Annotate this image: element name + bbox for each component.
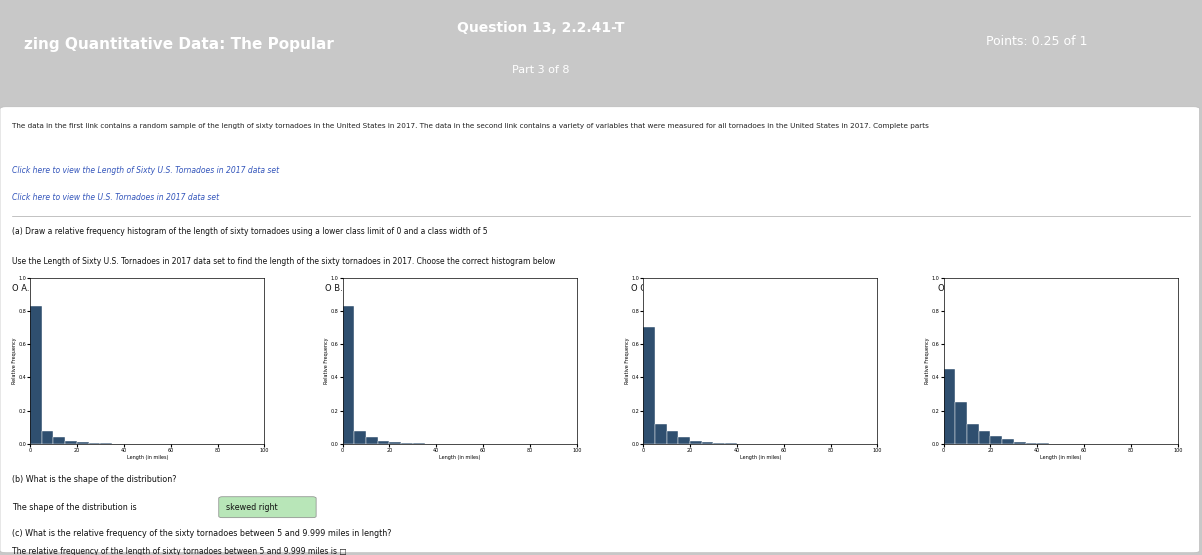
Text: zing Quantitative Data: The Popular: zing Quantitative Data: The Popular [24,37,334,53]
Text: O D.: O D. [938,284,956,293]
Bar [77,442,89,444]
FancyBboxPatch shape [0,107,1200,553]
Text: skewed right: skewed right [226,503,278,512]
Text: The relative frequency of the length of sixty tornadoes between 5 and 9.999 mile: The relative frequency of the length of … [12,547,346,555]
Bar [54,437,65,444]
X-axis label: Length (in miles): Length (in miles) [439,455,481,460]
Bar [1037,443,1049,444]
Bar [956,402,968,444]
Text: (a) Draw a relative frequency histogram of the length of sixty tornadoes using a: (a) Draw a relative frequency histogram … [12,228,488,236]
Bar [714,443,725,444]
Text: Click here to view the U.S. Tornadoes in 2017 data set: Click here to view the U.S. Tornadoes in… [12,193,219,202]
Y-axis label: Relative Frequency: Relative Frequency [325,337,329,384]
Text: (c) What is the relative frequency of the sixty tornadoes between 5 and 9.999 mi: (c) What is the relative frequency of th… [12,528,392,538]
Bar [725,443,737,444]
Bar [343,306,355,444]
Bar [1025,443,1037,444]
Text: Points: 0.25 of 1: Points: 0.25 of 1 [986,36,1087,48]
X-axis label: Length (in miles): Length (in miles) [1040,455,1082,460]
X-axis label: Length (in miles): Length (in miles) [739,455,781,460]
Bar [1002,439,1014,444]
Bar [365,437,377,444]
Bar [643,327,655,444]
Bar [990,436,1002,444]
Bar [65,441,77,444]
Bar [389,442,401,444]
Bar [355,431,365,444]
Bar [413,443,424,444]
Text: Tornadoes in the U.S., 2017: Tornadoes in the U.S., 2017 [30,307,117,312]
Text: O C.: O C. [631,284,649,293]
FancyBboxPatch shape [219,497,316,518]
Bar [30,306,42,444]
Bar [1014,442,1025,444]
Bar [377,441,389,444]
Text: Tornadoes in the U.S., 2017: Tornadoes in the U.S., 2017 [950,307,1036,312]
Bar [401,443,413,444]
Bar [702,442,714,444]
Text: Click here to view the Length of Sixty U.S. Tornadoes in 2017 data set: Click here to view the Length of Sixty U… [12,166,279,175]
Text: The data in the first link contains a random sample of the length of sixty torna: The data in the first link contains a ra… [12,123,929,129]
Text: Part 3 of 8: Part 3 of 8 [512,65,570,75]
Text: O B.: O B. [325,284,343,293]
Text: O A.: O A. [12,284,30,293]
Text: Tornadoes in the U.S., 2017: Tornadoes in the U.S., 2017 [343,307,429,312]
Bar [944,369,956,444]
Bar [101,443,112,444]
Bar [678,437,690,444]
Text: Use the Length of Sixty U.S. Tornadoes in 2017 data set to find the length of th: Use the Length of Sixty U.S. Tornadoes i… [12,257,555,266]
Y-axis label: Relative Frequency: Relative Frequency [926,337,930,384]
Bar [89,443,101,444]
Bar [966,424,978,444]
Text: (b) What is the shape of the distribution?: (b) What is the shape of the distributio… [12,475,177,485]
Text: Tornadoes in the U.S., 2017: Tornadoes in the U.S., 2017 [643,307,730,312]
Bar [978,431,990,444]
Y-axis label: Relative Frequency: Relative Frequency [625,337,630,384]
Text: Question 13, 2.2.41-T: Question 13, 2.2.41-T [457,21,625,35]
Bar [666,431,678,444]
Y-axis label: Relative Frequency: Relative Frequency [12,337,17,384]
X-axis label: Length (in miles): Length (in miles) [126,455,168,460]
Text: The shape of the distribution is: The shape of the distribution is [12,503,139,512]
Bar [690,441,702,444]
Bar [655,424,667,444]
Bar [42,431,54,444]
